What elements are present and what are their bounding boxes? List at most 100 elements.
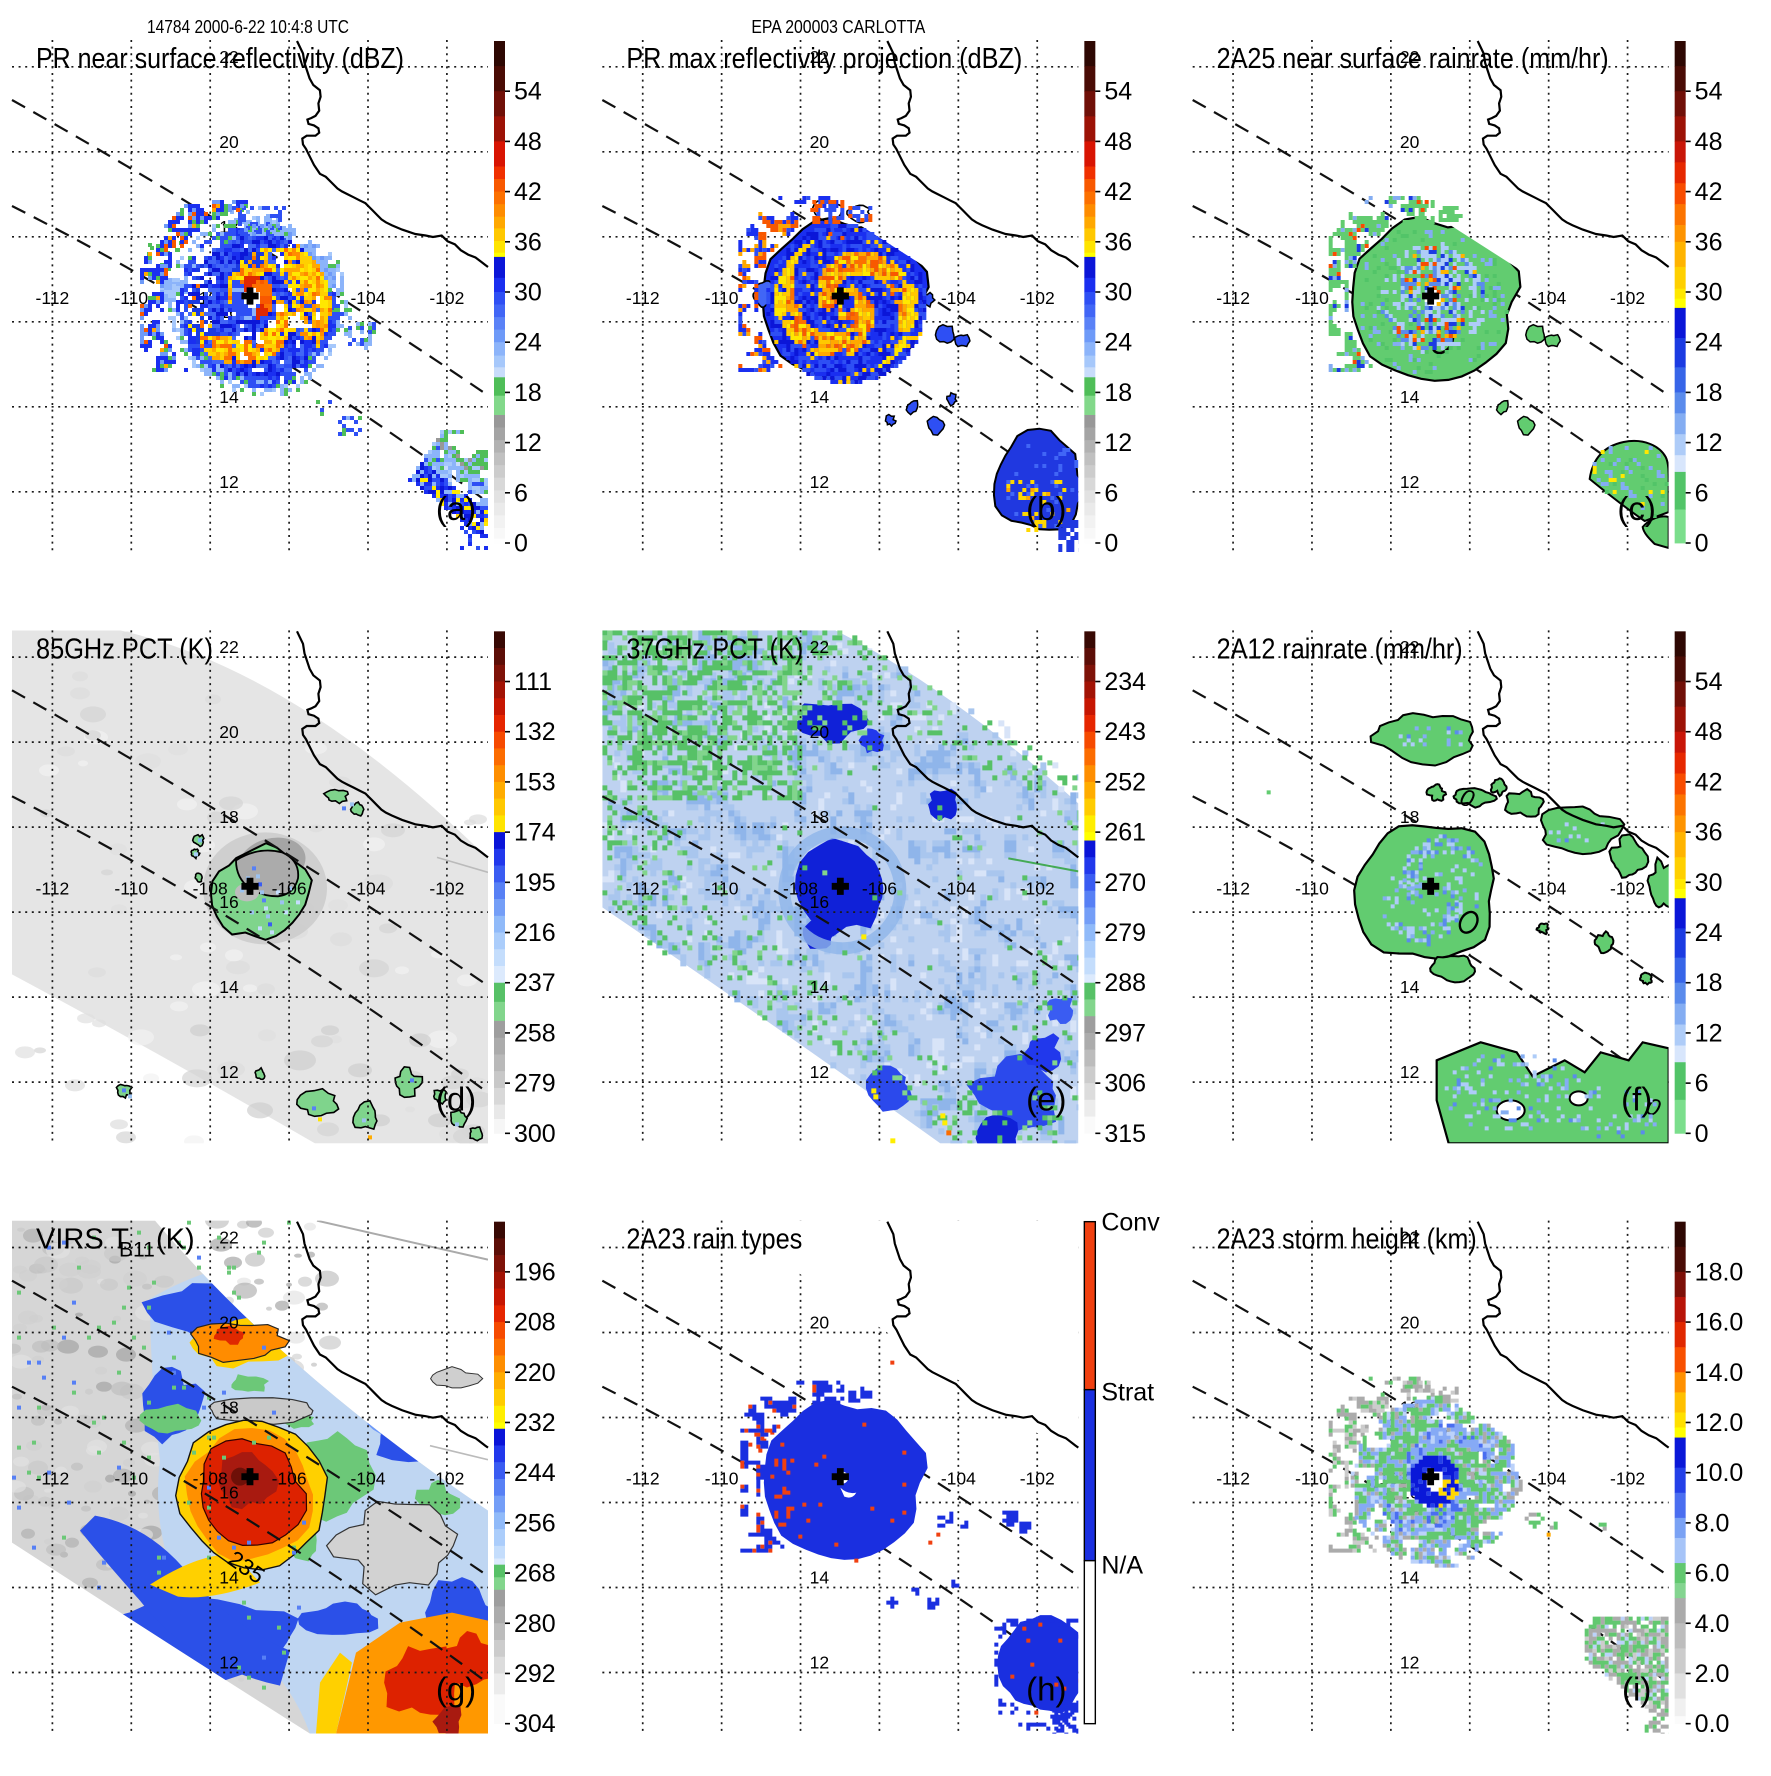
svg-text:292: 292	[514, 1660, 556, 1688]
svg-text:(i): (i)	[1622, 1671, 1651, 1708]
svg-text:-104: -104	[941, 878, 976, 898]
svg-text:-112: -112	[626, 288, 660, 308]
svg-text:20: 20	[810, 132, 830, 152]
svg-text:-110: -110	[705, 288, 739, 308]
svg-text:216: 216	[514, 919, 556, 947]
svg-text:Conv: Conv	[1101, 1209, 1160, 1237]
svg-text:2A23 storm height (km): 2A23 storm height (km)	[1217, 1224, 1477, 1256]
svg-text:(c): (c)	[1617, 490, 1655, 527]
svg-text:-112: -112	[36, 878, 70, 898]
svg-text:268: 268	[514, 1560, 556, 1588]
svg-text:8.0: 8.0	[1695, 1509, 1730, 1537]
svg-text:N/A: N/A	[1101, 1552, 1143, 1580]
svg-text:42: 42	[1695, 768, 1723, 796]
svg-text:0: 0	[1695, 1120, 1709, 1148]
svg-text:85GHz PCT (K): 85GHz PCT (K)	[36, 633, 213, 665]
svg-text:48: 48	[1695, 128, 1723, 156]
svg-text:20: 20	[810, 722, 830, 742]
svg-text:18: 18	[1400, 807, 1419, 827]
svg-text:6.0: 6.0	[1695, 1560, 1730, 1588]
svg-text:-112: -112	[1216, 288, 1250, 308]
svg-text:-102: -102	[429, 878, 464, 898]
svg-text:-102: -102	[429, 288, 464, 308]
svg-text:22: 22	[219, 1227, 238, 1247]
svg-text:153: 153	[514, 768, 556, 796]
svg-text:16: 16	[219, 892, 238, 912]
svg-text:220: 220	[514, 1359, 556, 1387]
svg-text:36: 36	[1104, 228, 1132, 256]
svg-text:30: 30	[1695, 279, 1723, 307]
svg-text:196: 196	[514, 1258, 556, 1286]
svg-text:48: 48	[1695, 718, 1723, 746]
svg-text:237: 237	[514, 969, 556, 997]
svg-text:-106: -106	[272, 1469, 307, 1489]
svg-text:18: 18	[1695, 969, 1723, 997]
svg-text:-104: -104	[941, 288, 976, 308]
svg-text:12: 12	[1400, 1652, 1419, 1672]
svg-text:-102: -102	[1020, 1469, 1055, 1489]
svg-text:304: 304	[514, 1710, 556, 1738]
svg-text:-102: -102	[429, 1469, 464, 1489]
svg-text:14.0: 14.0	[1695, 1359, 1744, 1387]
svg-text:18: 18	[219, 1397, 238, 1417]
svg-text:12.0: 12.0	[1695, 1409, 1744, 1437]
svg-text:12: 12	[1400, 472, 1419, 492]
svg-text:-112: -112	[1216, 878, 1250, 898]
svg-text:14: 14	[810, 387, 830, 407]
svg-text:20: 20	[219, 722, 239, 742]
svg-text:-110: -110	[705, 878, 739, 898]
svg-text:-102: -102	[1610, 288, 1645, 308]
svg-text:300: 300	[514, 1120, 556, 1148]
svg-text:16.0: 16.0	[1695, 1309, 1744, 1337]
svg-text:22: 22	[1400, 1227, 1419, 1247]
svg-text:(b): (b)	[1026, 490, 1066, 527]
svg-text:54: 54	[1695, 78, 1723, 106]
svg-text:-112: -112	[36, 1469, 70, 1489]
svg-text:18: 18	[219, 807, 238, 827]
svg-text:6: 6	[1695, 1070, 1709, 1098]
svg-text:174: 174	[514, 819, 556, 847]
svg-text:22: 22	[219, 47, 238, 67]
svg-text:-110: -110	[1295, 288, 1329, 308]
svg-text:-112: -112	[626, 878, 660, 898]
svg-text:PR max reflectivity projection: PR max reflectivity projection (dBZ)	[626, 43, 1022, 75]
svg-text:0: 0	[1695, 530, 1709, 558]
svg-text:14784 2000-6-22 10:4:8 UTC: 14784 2000-6-22 10:4:8 UTC	[147, 17, 349, 37]
svg-text:12: 12	[514, 429, 542, 457]
svg-text:12: 12	[810, 1062, 829, 1082]
svg-text:-110: -110	[705, 1469, 739, 1489]
svg-text:42: 42	[1695, 178, 1723, 206]
svg-text:-106: -106	[862, 878, 897, 898]
svg-text:306: 306	[1104, 1070, 1146, 1098]
svg-text:-102: -102	[1020, 878, 1055, 898]
svg-text:-112: -112	[36, 288, 70, 308]
svg-text:-104: -104	[941, 1469, 976, 1489]
svg-text:-108: -108	[193, 1469, 228, 1489]
svg-text:20: 20	[219, 1312, 239, 1332]
svg-text:12: 12	[219, 1062, 238, 1082]
svg-text:(d): (d)	[436, 1080, 476, 1117]
svg-text:2A25 near surface rainrate (mm: 2A25 near surface rainrate (mm/hr)	[1217, 43, 1609, 75]
svg-text:14: 14	[219, 1567, 239, 1587]
svg-text:2A23 rain types: 2A23 rain types	[626, 1224, 802, 1256]
svg-text:-110: -110	[114, 1469, 148, 1489]
svg-text:16: 16	[219, 1482, 238, 1502]
svg-text:36: 36	[514, 228, 542, 256]
svg-text:18: 18	[810, 807, 829, 827]
svg-text:Strat: Strat	[1101, 1379, 1154, 1407]
svg-text:30: 30	[514, 279, 542, 307]
svg-text:36: 36	[1695, 819, 1723, 847]
svg-text:2.0: 2.0	[1695, 1660, 1730, 1688]
svg-text:18: 18	[1104, 379, 1132, 407]
svg-text:VIRS T: VIRS T	[36, 1224, 129, 1256]
svg-text:(g): (g)	[436, 1671, 476, 1708]
svg-text:54: 54	[1695, 668, 1723, 696]
svg-text:243: 243	[1104, 718, 1146, 746]
svg-text:0: 0	[514, 530, 528, 558]
svg-text:20: 20	[219, 132, 239, 152]
svg-text:2A12 rainrate (mm/hr): 2A12 rainrate (mm/hr)	[1217, 633, 1463, 665]
svg-text:252: 252	[1104, 768, 1146, 796]
svg-text:20: 20	[810, 1312, 830, 1332]
svg-text:-104: -104	[350, 878, 385, 898]
svg-text:244: 244	[514, 1459, 556, 1487]
